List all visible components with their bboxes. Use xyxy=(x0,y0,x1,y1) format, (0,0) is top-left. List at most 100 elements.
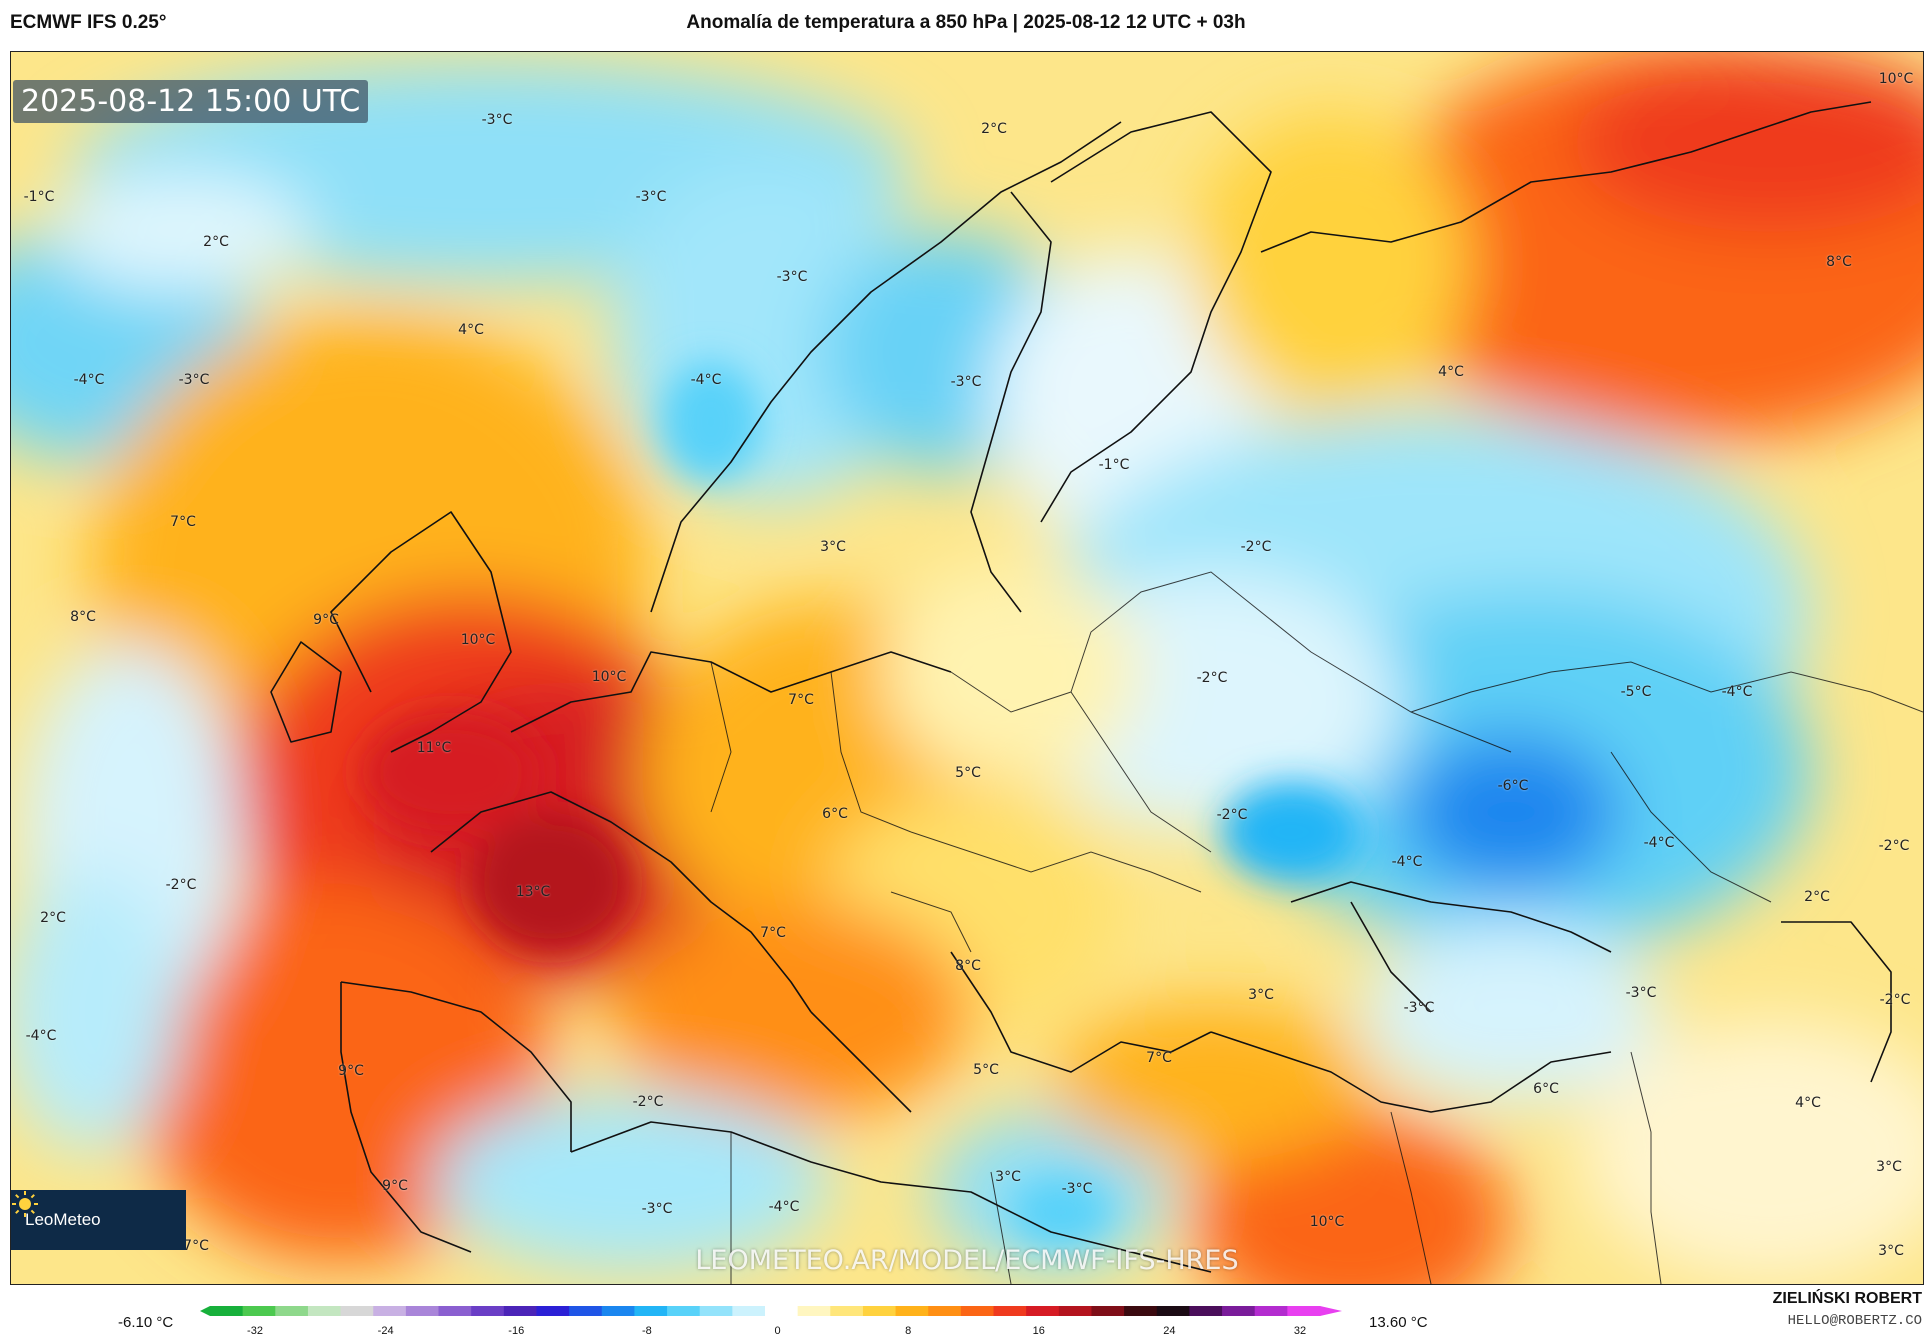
temperature-label-atlantic-5: -2°C xyxy=(165,877,197,893)
colorbar-segment xyxy=(1124,1306,1158,1316)
colorbar-segment xyxy=(503,1306,537,1316)
temperature-label-ukraine-3: -6°C xyxy=(1497,778,1529,794)
temperature-label-atlantic-4: 8°C xyxy=(70,609,96,625)
colorbar-segment xyxy=(275,1306,309,1316)
colorbar-tick-label: 32 xyxy=(1293,1325,1307,1337)
colorbar-segment xyxy=(471,1306,505,1316)
colorbar-tick-label: -24 xyxy=(377,1325,394,1337)
logo-text: LeoMeteo xyxy=(25,1210,101,1229)
colorbar-extend-min xyxy=(200,1306,210,1316)
temperature-label-balkans: 8°C xyxy=(955,958,981,974)
temperature-label-turkey-w: 3°C xyxy=(1248,987,1274,1003)
temperature-label-turkey-n: -3°C xyxy=(1403,1000,1435,1016)
temperature-label-russia-s: -4°C xyxy=(1643,835,1675,851)
colorbar-segment xyxy=(340,1306,374,1316)
temperature-label-atlantic-6: 2°C xyxy=(40,910,66,926)
colorbar-segment xyxy=(862,1306,897,1316)
colorbar-segment xyxy=(830,1306,864,1316)
colorbar-segment xyxy=(569,1306,603,1316)
temperature-label-portugal: 9°C xyxy=(338,1063,364,1079)
temperature-label-barents-w: 2°C xyxy=(981,121,1007,137)
colorbar-segment xyxy=(928,1306,962,1316)
temperature-label-norwegian-sea-e: -3°C xyxy=(635,189,667,205)
colorbar-segment xyxy=(895,1306,929,1316)
field-max-value: 13.60 °C xyxy=(1369,1314,1428,1331)
colorbar-segment xyxy=(993,1306,1027,1316)
temperature-label-italy-n: 7°C xyxy=(760,925,786,941)
temperature-label-poland-e: -2°C xyxy=(1196,670,1228,686)
temperature-label-czech: 5°C xyxy=(955,765,981,781)
temperature-label-norwegian-sea-w: -3°C xyxy=(481,112,513,128)
sun-icon xyxy=(12,1191,38,1217)
colorbar-tick-label: 16 xyxy=(1032,1325,1045,1337)
colorbar-segment xyxy=(765,1306,799,1316)
temperature-label-north-atlantic-w: -1°C xyxy=(23,189,55,205)
colorbar-segment xyxy=(960,1306,995,1316)
anomaly-field xyxy=(11,52,1923,1284)
colorbar-segment xyxy=(1026,1306,1060,1316)
temperature-label-barents-e: 10°C xyxy=(1878,71,1914,87)
temperature-label-ukraine-2: -4°C xyxy=(1721,684,1753,700)
colorbar-segment xyxy=(438,1306,472,1316)
temperature-label-baltic: -1°C xyxy=(1098,457,1130,473)
temperature-label-greece: 5°C xyxy=(973,1062,999,1078)
colorbar-segment xyxy=(1091,1306,1125,1316)
temperature-label-libya-n: 3°C xyxy=(995,1169,1021,1185)
model-name: ECMWF IFS 0.25° xyxy=(10,12,167,33)
colorbar-tick-label: -16 xyxy=(508,1325,525,1337)
temperature-label-sw-corner: 7°C xyxy=(183,1238,209,1254)
temperature-label-belarus: -2°C xyxy=(1240,539,1272,555)
temperature-label-iraq: 4°C xyxy=(1795,1095,1821,1111)
author-name: ZIELIŃSKI ROBERT xyxy=(1772,1290,1922,1307)
temperature-label-ukraine-1: -5°C xyxy=(1620,684,1652,700)
colorbar-segment xyxy=(797,1306,831,1316)
temperature-label-egypt: 10°C xyxy=(1309,1214,1345,1230)
colorbar-segment xyxy=(373,1306,407,1316)
temperature-label-england: 10°C xyxy=(460,632,496,648)
colorbar-segment xyxy=(667,1306,701,1316)
temperature-label-atlantic-1: -4°C xyxy=(73,372,105,388)
colorbar-segment xyxy=(1189,1306,1223,1316)
colorbar-segment xyxy=(699,1306,733,1316)
temperature-label-caspian-n: 2°C xyxy=(1804,889,1830,905)
colorbar-segment xyxy=(1254,1306,1288,1316)
temperature-label-cyprus: 6°C xyxy=(1533,1081,1559,1097)
colorbar-segment xyxy=(307,1306,342,1316)
colorbar-segment xyxy=(405,1306,440,1316)
temperature-label-caspian: -2°C xyxy=(1879,992,1911,1008)
temperature-label-algeria: -3°C xyxy=(641,1201,673,1217)
colorbar-tick-label: 24 xyxy=(1163,1325,1176,1337)
colorbar-tick-label: -32 xyxy=(247,1325,263,1337)
temperature-label-morocco: 9°C xyxy=(382,1178,408,1194)
colorbar-segment xyxy=(1156,1306,1190,1316)
temperature-label-caucasus: -3°C xyxy=(1625,985,1657,1001)
temperature-label-faroe: 4°C xyxy=(458,322,484,338)
colorbar-segment xyxy=(242,1306,276,1316)
author-email[interactable]: HELLO@ROBERTZ.CO xyxy=(1787,1313,1922,1329)
colorbar-segment xyxy=(601,1306,635,1316)
map-area[interactable]: 2025-08-12 15:00 UTC -1°C 2°C -3°C -3°C 2°C 1… xyxy=(10,51,1924,1285)
temperature-label-france: 13°C xyxy=(515,884,551,900)
leometeo-logo[interactable]: LeoMeteo xyxy=(11,1190,186,1250)
temperature-label-black-sea: -4°C xyxy=(1391,854,1423,870)
temperature-label-netherlands: 10°C xyxy=(591,669,627,685)
temperature-label-libya: -3°C xyxy=(1061,1181,1093,1197)
colorbar-segment xyxy=(1222,1306,1256,1316)
temperature-label-russia-c: 4°C xyxy=(1438,364,1464,380)
source-watermark: LEOMETEO.AR/MODEL/ECMWF-IFS-HRES xyxy=(695,1245,1239,1276)
temperature-label-atlantic-3: 7°C xyxy=(170,514,196,530)
colorbar-tick-label: -8 xyxy=(641,1325,652,1337)
colorbar-segment xyxy=(536,1306,570,1316)
temperature-label-sweden: -3°C xyxy=(950,374,982,390)
temperature-label-atlantic-7: -4°C xyxy=(25,1028,57,1044)
colorbar-segment xyxy=(210,1306,244,1316)
temperature-label-iran-1: 3°C xyxy=(1876,1159,1902,1175)
chart-title: Anomalía de temperatura a 850 hPa | 2025… xyxy=(686,12,1246,33)
temperature-label-aegean: 7°C xyxy=(1146,1050,1172,1066)
temperature-label-med-w: -2°C xyxy=(632,1094,664,1110)
temperature-label-romania: -2°C xyxy=(1216,807,1248,823)
colorbar-segment xyxy=(1287,1306,1321,1316)
colorbar-tick-label: 0 xyxy=(774,1325,781,1337)
colorbar-segment xyxy=(634,1306,668,1316)
temperature-label-norway-coast: -3°C xyxy=(776,269,808,285)
